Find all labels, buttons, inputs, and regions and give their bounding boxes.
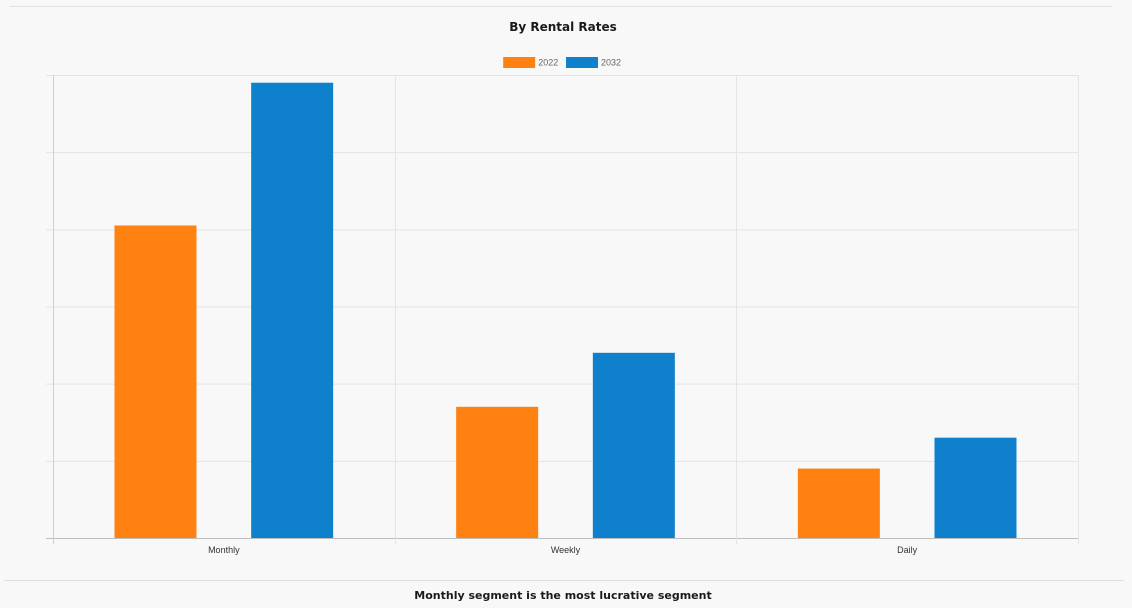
chart-caption: Monthly segment is the most lucrative se… <box>414 589 712 602</box>
bar-2032-daily <box>934 437 1017 538</box>
x-tick-label: Monthly <box>208 545 240 555</box>
bar-2022-daily <box>797 468 880 538</box>
bottom-divider <box>4 580 1124 581</box>
bar-2032-weekly <box>592 352 675 538</box>
x-tick-label: Weekly <box>551 545 581 555</box>
chart-gridlines <box>46 75 1079 544</box>
legend-swatch-2022 <box>503 57 536 68</box>
bar-2032-monthly <box>251 82 334 538</box>
bar-2022-weekly <box>456 406 539 538</box>
legend-label-2032: 2032 <box>601 58 621 68</box>
legend-swatch-2032 <box>566 57 598 68</box>
chart-legend: 2022 2032 <box>503 57 621 68</box>
legend-label-2022: 2022 <box>538 58 558 68</box>
x-tick-label: Daily <box>897 545 918 555</box>
bar-2022-monthly <box>114 225 197 538</box>
chart-bars <box>114 82 1017 538</box>
chart-axes: Monthly Weekly Daily <box>208 545 918 555</box>
top-divider <box>10 6 1112 7</box>
chart-title: By Rental Rates <box>509 20 617 34</box>
